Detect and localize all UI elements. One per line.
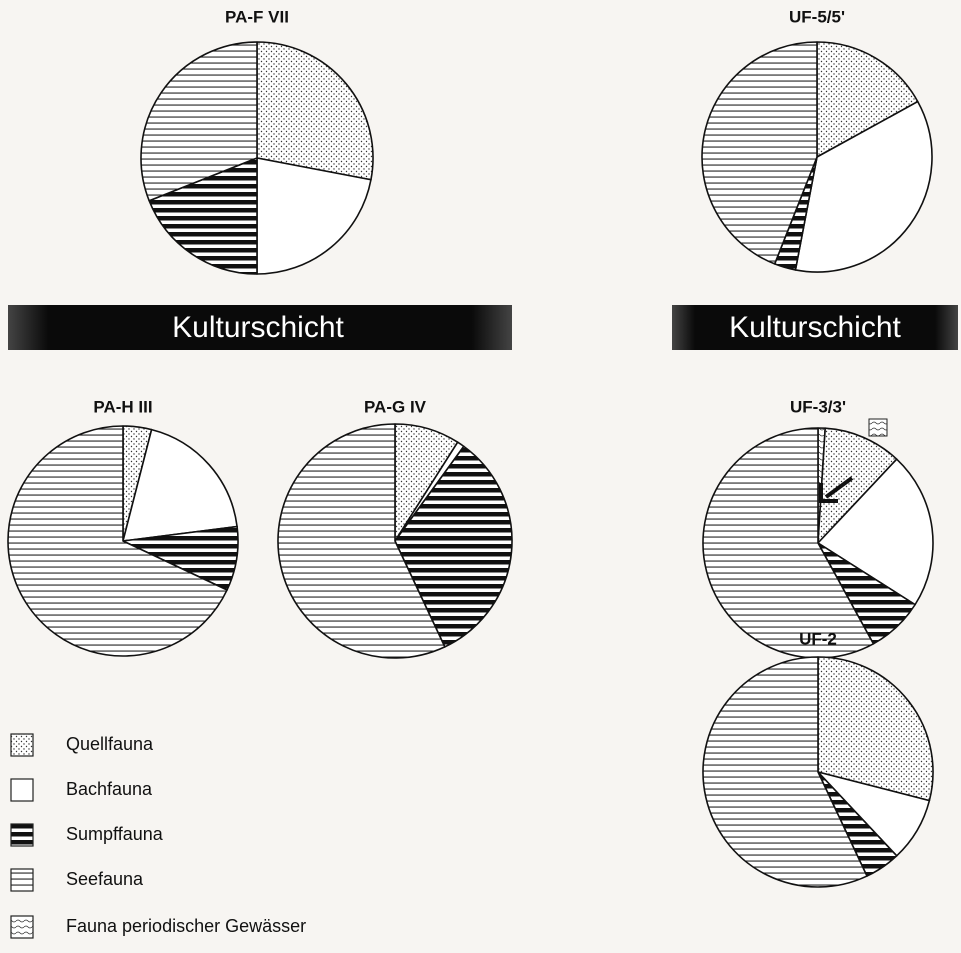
pie-slice [277,423,446,659]
banner [672,305,958,350]
legend-swatch [10,778,34,802]
chart-title: PA-F VII [225,7,289,26]
pie-slice [122,428,238,542]
pie-slice [817,458,934,606]
legend-label: Sumpffauna [66,824,164,844]
arrow [819,476,854,503]
legend-swatch [10,733,34,757]
wave-icon [868,418,888,437]
pie-slice [394,445,513,648]
chart-title: UF-2 [799,629,837,648]
legend-label: Bachfauna [66,779,153,799]
banner [8,305,512,350]
pie-slice [148,157,258,275]
pie-slice [256,41,374,181]
legend-label: Quellfauna [66,734,154,754]
pie-slice [140,41,258,202]
chart-title: UF-3/3' [790,397,846,416]
legend-swatch [10,823,34,847]
chart-title: PA-H III [93,397,152,416]
pie-slice [817,656,934,802]
chart-title: UF-5/5' [789,7,845,26]
chart-title: PA-G IV [364,397,427,416]
pie-slice [794,100,933,273]
pie-slice [816,41,919,158]
pie-slice [817,427,898,544]
legend-swatch [10,915,34,939]
legend-label: Fauna periodischer Gewässer [66,916,306,936]
pie-slice [701,41,818,265]
banner-text: Kulturschicht [729,311,901,344]
legend-swatch [10,868,34,892]
legend-label: Seefauna [66,869,144,889]
banner-text: Kulturschicht [172,311,344,344]
pie-slice [256,157,372,275]
pie-slice [702,656,868,888]
pie-slice [7,425,228,657]
